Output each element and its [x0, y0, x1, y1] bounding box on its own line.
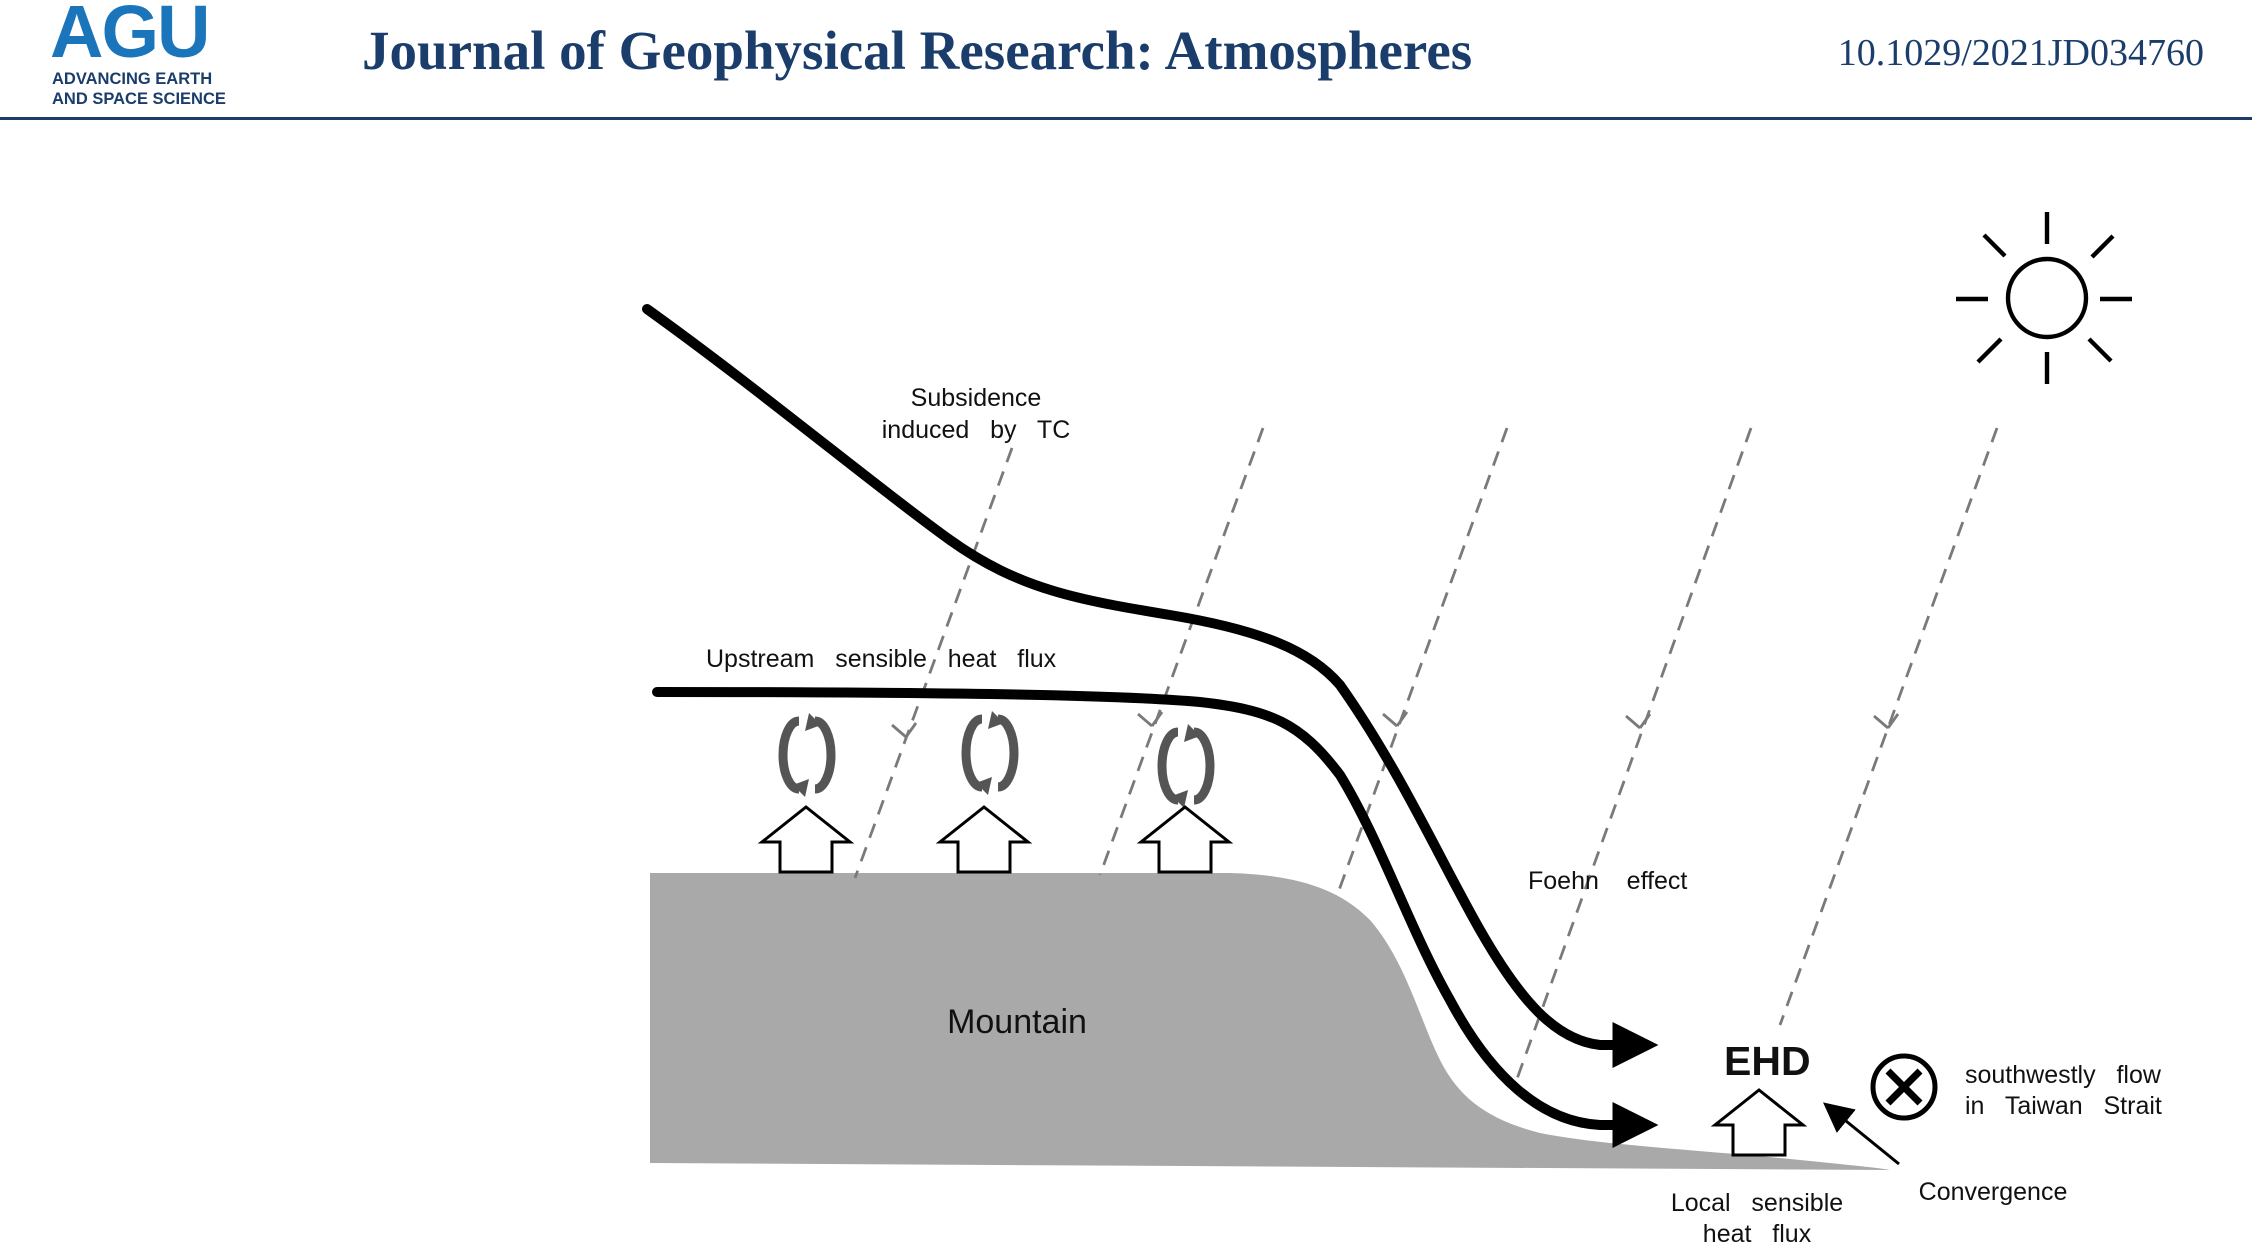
- flow-label-line2: in Taiwan Strait: [1965, 1092, 2162, 1120]
- subsidence-label-line1: Subsidence: [911, 384, 1042, 412]
- local-flux-label-line2: heat flux: [1703, 1220, 1812, 1248]
- agu-logo: AGU ADVANCING EARTH AND SPACE SCIENCE: [50, 0, 230, 112]
- direction-mark-1: [890, 721, 918, 739]
- eddy-rotation-icon: [1162, 724, 1210, 808]
- agu-logo-tagline-2: AND SPACE SCIENCE: [52, 90, 226, 108]
- sun-icon: [1956, 212, 2132, 384]
- agu-logo-letters: AGU: [50, 0, 210, 73]
- upper-streamline-arrow: [642, 304, 1659, 1068]
- agu-logo-tagline-1: ADVANCING EARTH: [52, 70, 213, 88]
- convergence-label: Convergence: [1919, 1178, 2068, 1206]
- header-divider: [0, 117, 2252, 120]
- eddy-rotation-icon: [966, 711, 1014, 795]
- dashed-line-2: [1098, 427, 1265, 876]
- local-flux-label-line1: Local sensible: [1671, 1189, 1843, 1217]
- mountain-label: Mountain: [947, 1003, 1087, 1041]
- eddy-rotation-icon: [783, 713, 831, 797]
- dashed-line-5: [1778, 427, 1999, 1026]
- heat-flux-arrow-icon: [1139, 805, 1231, 874]
- subsidence-label-line2: induced by TC: [882, 416, 1071, 444]
- mountain-shape: [650, 873, 1890, 1170]
- heat-flux-arrow-icon: [760, 805, 852, 874]
- heat-flux-arrow-icon: [1713, 1088, 1805, 1157]
- ehd-label: EHD: [1724, 1038, 1811, 1084]
- convergence-arrow: [1823, 1102, 1900, 1166]
- dashed-line-4: [1511, 427, 1753, 1091]
- heat-flux-arrow-icon: [938, 805, 1030, 874]
- journal-header: AGU ADVANCING EARTH AND SPACE SCIENCE Jo…: [0, 0, 2252, 120]
- foehn-effect-label: Foehn effect: [1528, 867, 1687, 895]
- into-page-cross-icon: [1870, 1053, 1938, 1121]
- dashed-line-1: [853, 447, 1014, 879]
- eddy-icons: [783, 711, 1210, 808]
- upstream-flux-label: Upstream sensible heat flux: [706, 645, 1057, 673]
- lower-streamline-arrow: [652, 687, 1659, 1148]
- journal-title: Journal of Geophysical Research: Atmosph…: [362, 20, 1473, 81]
- doi: 10.1029/2021JD034760: [1837, 32, 2204, 74]
- flow-label-line1: southwestly flow: [1965, 1061, 2162, 1089]
- direction-mark-5: [1872, 712, 1900, 730]
